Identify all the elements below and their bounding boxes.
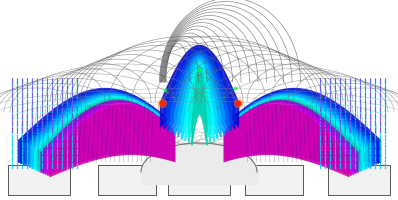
Bar <box>168 165 230 195</box>
Bar <box>245 165 303 195</box>
Bar <box>8 165 70 195</box>
Bar <box>328 165 390 195</box>
Bar <box>98 165 156 195</box>
